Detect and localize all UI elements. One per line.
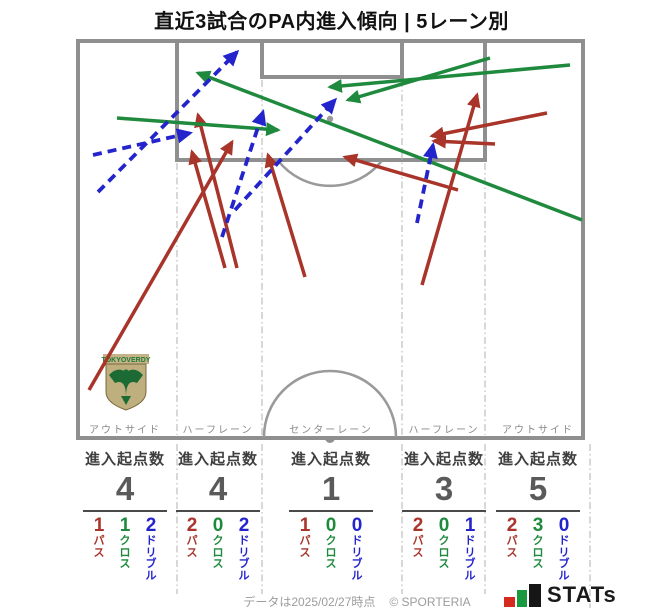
dribble-count: 2	[238, 515, 250, 536]
entries-count: 4	[115, 470, 135, 507]
lane-label-0: アウトサイド	[87, 421, 163, 436]
tokyo-verdy-crest-icon: TOKYOVERDY	[102, 354, 151, 411]
dribble-count: 0	[558, 515, 570, 536]
dribble-label: ドリブル	[464, 535, 476, 582]
dribble-label: ドリブル	[145, 535, 157, 582]
arrow-dribble	[233, 97, 338, 212]
lane-stats-column-1: 進入起点数 4 2 0 2 パスクロスドリブル	[166, 448, 270, 582]
lane-label-2: センターレーン	[287, 421, 375, 436]
arrow-pass	[342, 153, 459, 192]
pass-count: 1	[299, 515, 311, 536]
pass-count: 1	[93, 515, 105, 536]
arrow-dribble	[92, 128, 193, 157]
arrow-dribble	[220, 109, 267, 238]
lane-stats-column-0: 進入起点数 4 1 1 2 パスクロスドリブル	[73, 448, 177, 582]
cross-count: 0	[212, 515, 224, 536]
data-date-note: データは2025/02/27時点	[243, 595, 376, 609]
cross-count: 0	[325, 515, 337, 536]
pass-count: 2	[412, 515, 424, 536]
lane-stats-column-4: 進入起点数 5 2 3 0 パス クロス ドリブル	[486, 448, 590, 582]
entries-header: 進入起点数	[84, 451, 165, 468]
entry-arrows	[87, 49, 583, 391]
entries-count: 3	[434, 470, 454, 507]
crest-banner	[103, 354, 149, 364]
entries-count: 5	[528, 470, 548, 507]
pass-label: パス	[299, 535, 311, 559]
pass-count: 2	[506, 515, 518, 536]
arrow-pass	[188, 149, 227, 269]
dribble-count: 2	[145, 515, 157, 536]
lane-label-4: アウトサイド	[500, 421, 576, 436]
entries-header: 進入起点数	[290, 451, 371, 468]
center-circle-arc	[262, 369, 398, 438]
pass-label: パス	[186, 535, 198, 559]
arrow-dribble	[415, 142, 438, 224]
lane-stats-column-2: 進入起点数 1 1 0 0 パスクロスドリブル	[279, 448, 383, 582]
crest-team-name: TOKYOVERDY	[102, 357, 151, 364]
dribble-label: ドリブル	[351, 535, 363, 582]
arrow-cross	[327, 63, 571, 93]
arrow-pass	[87, 139, 234, 391]
column-rule	[289, 510, 373, 512]
cross-label: クロス	[325, 535, 337, 570]
dribble-label: ドリブル	[558, 535, 570, 582]
pass-count: 2	[186, 515, 198, 536]
goal-area	[260, 39, 404, 79]
cross-label: クロス	[119, 535, 131, 570]
logo-bar-black	[529, 584, 541, 607]
logo-text: STATs	[547, 582, 617, 607]
column-rule	[496, 510, 580, 512]
cross-count: 0	[438, 515, 450, 536]
dribble-count: 0	[351, 515, 363, 536]
dribble-label: ドリブル	[238, 535, 250, 582]
arrow-pass	[431, 134, 496, 149]
arrow-pass	[420, 92, 481, 286]
footer-note: データは2025/02/27時点 © SPORTERIA	[243, 593, 470, 610]
arrow-dribble	[96, 49, 240, 194]
lane-lines	[176, 80, 591, 608]
arrow-cross	[116, 116, 281, 137]
entries-count: 4	[208, 470, 228, 507]
chart-title: 直近3試合のPA内進入傾向 | 5レーン別	[154, 11, 509, 33]
penalty-spot	[326, 115, 334, 123]
logo-bar-green	[517, 590, 527, 607]
dribble-count: 1	[464, 515, 476, 536]
arrow-pass	[264, 152, 307, 278]
arrow-pass	[194, 112, 239, 269]
arrow-cross	[195, 70, 583, 222]
crest-eagle-tail	[121, 396, 131, 405]
lane-label-3: ハーフレーン	[406, 421, 482, 436]
entries-header: 進入起点数	[403, 451, 484, 468]
copyright: © SPORTERIA	[389, 595, 471, 609]
cross-count: 1	[119, 515, 131, 536]
cross-label: クロス	[212, 535, 224, 570]
lane-label-1: ハーフレーン	[180, 421, 256, 436]
entries-header: 進入起点数	[177, 451, 258, 468]
crest-eagle-head	[123, 369, 129, 375]
stats-logo: STATs	[504, 581, 617, 607]
column-rule	[176, 510, 260, 512]
cross-label: クロス	[532, 535, 544, 570]
pitch-outline	[76, 39, 585, 440]
pass-label: パス	[412, 535, 424, 559]
lane-stats-column-3: 進入起点数 3 2 0 1 パス クロス ドリブル	[392, 448, 496, 582]
crest-eagle	[109, 369, 143, 397]
entries-header: 進入起点数	[497, 451, 578, 468]
arrow-pass	[429, 111, 548, 141]
pass-label: パス	[93, 535, 105, 559]
logo-bar-red	[504, 597, 515, 607]
entries-count: 1	[321, 470, 341, 507]
penalty-arc	[277, 160, 383, 188]
pass-label: パス	[506, 535, 518, 559]
cross-count: 3	[532, 515, 544, 536]
column-rule	[402, 510, 486, 512]
column-rule	[83, 510, 167, 512]
pitch-lines	[76, 39, 585, 440]
cross-label: クロス	[438, 535, 450, 570]
